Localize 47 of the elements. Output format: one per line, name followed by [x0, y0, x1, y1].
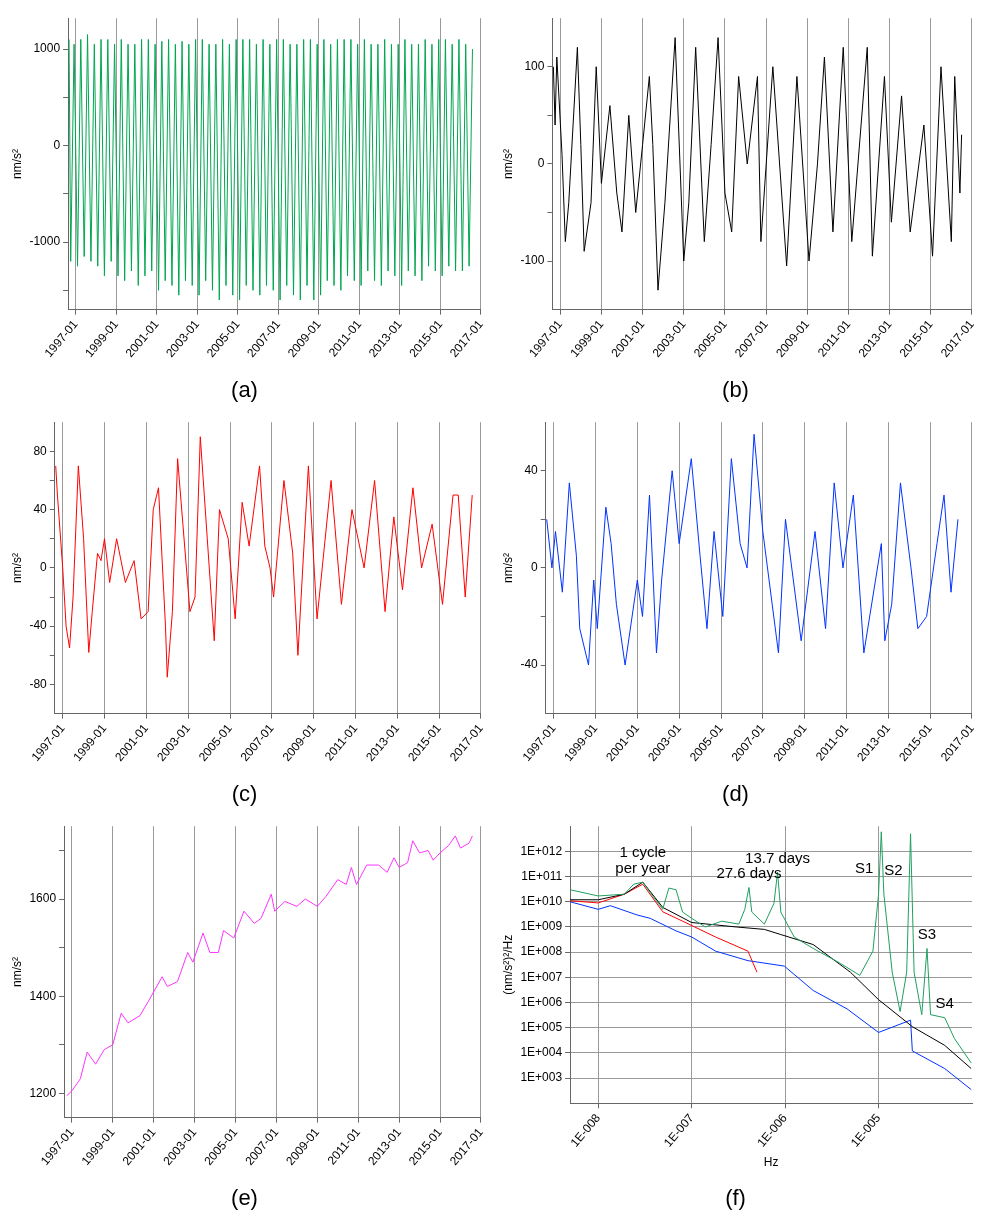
y-tick-label: 1E+009	[520, 919, 563, 934]
y-axis-title: nm/s²	[9, 552, 24, 583]
y-axis-title: nm/s²	[500, 148, 515, 179]
y-tick-label: 0	[531, 560, 539, 575]
y-tick-label: 40	[524, 463, 539, 478]
text: (c)	[231, 780, 258, 806]
annotation: 13.7 days	[745, 848, 811, 866]
y-tick-label: 1E+003	[520, 1070, 563, 1085]
text: (f)	[725, 1184, 746, 1210]
y-tick-label: -40	[29, 618, 48, 633]
y-axis-title: nm/s²	[500, 552, 515, 583]
y-tick-label: 1E+004	[520, 1045, 563, 1060]
y-tick-label: 0	[40, 560, 48, 575]
y-tick-label: 1E+006	[520, 994, 563, 1009]
y-tick-label: -1000	[29, 234, 61, 249]
y-axis-title: (nm/s²)²/Hz	[500, 934, 515, 995]
y-tick-label: 1E+012	[520, 843, 563, 858]
y-tick-label: -40	[520, 657, 539, 672]
annotation: S2	[884, 861, 903, 879]
y-tick-label: 1E+007	[520, 969, 563, 984]
y-tick-label: 1000	[33, 41, 61, 56]
y-tick-label: 1400	[29, 988, 57, 1003]
y-tick-label: 1600	[29, 891, 57, 906]
text: (b)	[722, 376, 749, 402]
annotation: S1	[854, 859, 874, 877]
y-tick-label: 40	[33, 501, 48, 516]
y-axis-title: nm/s²	[9, 148, 24, 179]
y-tick-label: 0	[537, 156, 545, 171]
y-tick-label: -80	[29, 676, 48, 691]
x-axis-title: Hz	[763, 1154, 779, 1169]
text: (d)	[722, 780, 749, 806]
y-tick-label: 1E+010	[520, 894, 563, 909]
annotation: S4	[935, 994, 954, 1012]
text: (a)	[231, 376, 258, 402]
y-tick-label: 1E+005	[520, 1020, 563, 1035]
y-tick-label: 1200	[29, 1085, 57, 1100]
y-tick-label: 1E+011	[521, 868, 563, 883]
annotation: 1 cycle per year	[615, 842, 671, 876]
y-tick-label: -100	[520, 253, 545, 268]
y-tick-label: 0	[53, 137, 61, 152]
y-tick-label: 80	[33, 443, 48, 458]
y-axis-title: nm/s²	[9, 956, 24, 987]
annotation: 27.6 days	[716, 864, 782, 882]
y-tick-label: 1E+008	[520, 944, 563, 959]
annotation: S3	[917, 925, 937, 943]
y-tick-label: 100	[524, 59, 545, 74]
text: (e)	[231, 1184, 258, 1210]
